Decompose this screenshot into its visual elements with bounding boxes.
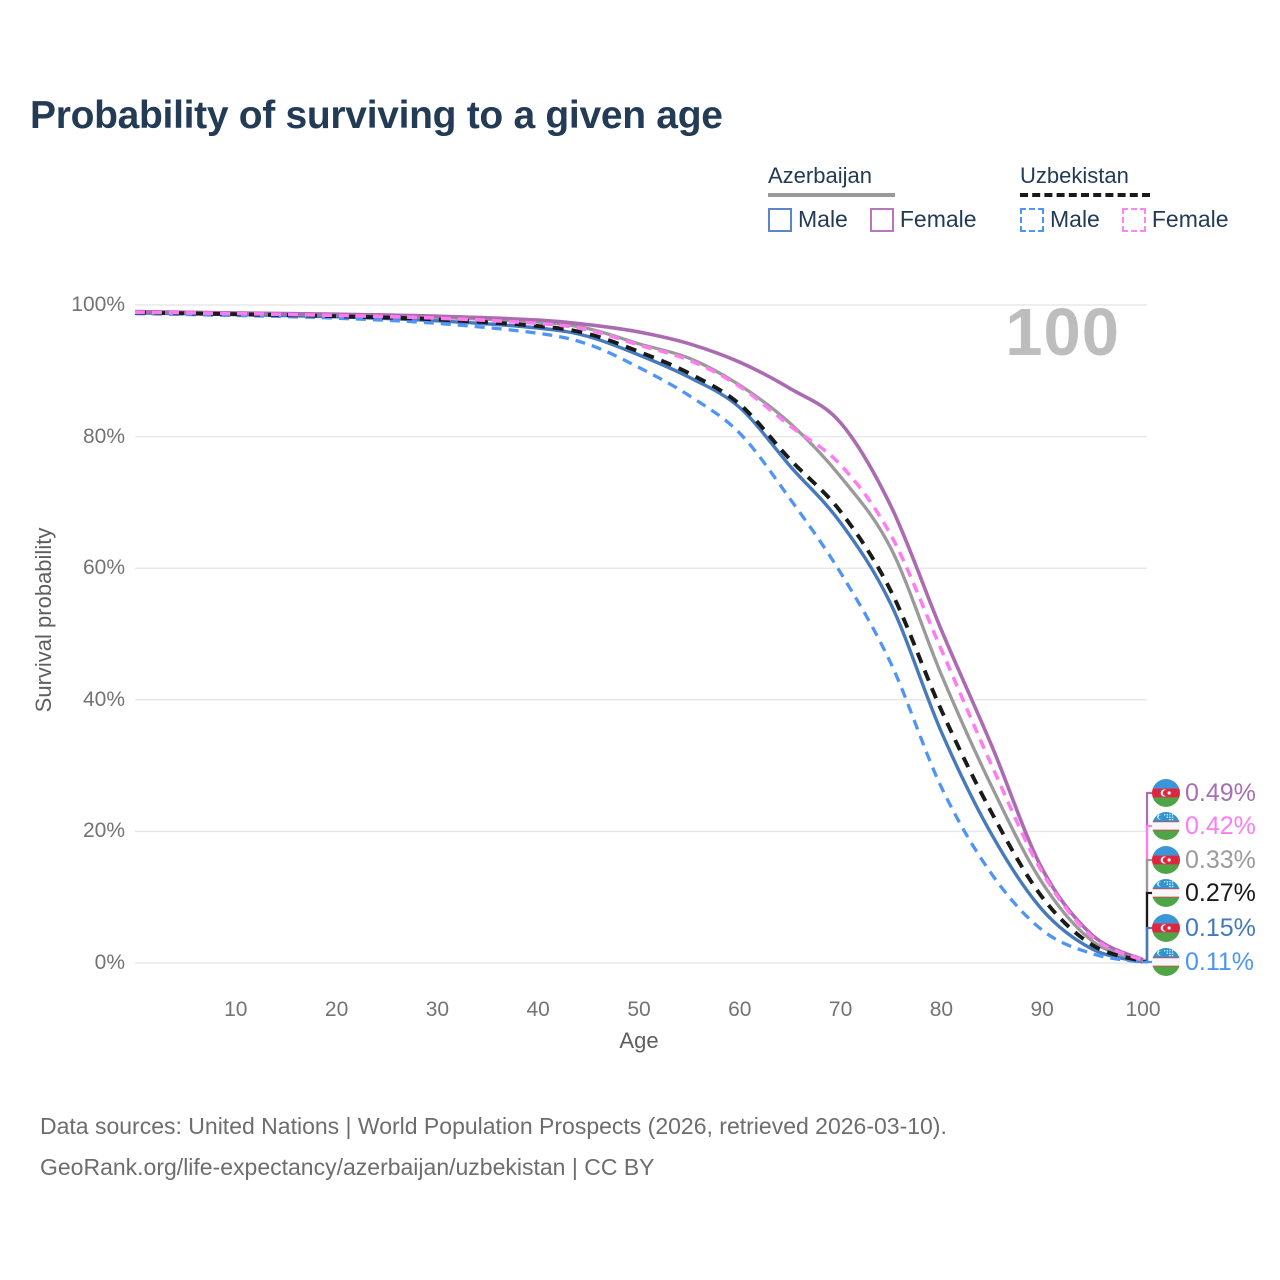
- y-axis-tick-label: 40%: [83, 688, 125, 712]
- az_female-end-label: 0.49%: [1152, 779, 1256, 807]
- x-axis-tick-label: 40: [527, 998, 550, 1022]
- uz_female-line: [135, 312, 1143, 960]
- y-axis-title: Survival probability: [31, 528, 57, 713]
- az_male-line: [135, 313, 1143, 962]
- az_all-end-label: 0.33%: [1152, 846, 1256, 874]
- az_female-line: [135, 312, 1143, 960]
- data-source-footer: Data sources: United Nations | World Pop…: [40, 1106, 947, 1188]
- uz_all-line: [135, 313, 1143, 962]
- uz_male-end-label: 0.11%: [1152, 948, 1254, 976]
- uz_all-end-label: 0.27%: [1152, 879, 1256, 907]
- x-axis-tick-label: 100: [1125, 998, 1160, 1022]
- x-axis-title: Age: [619, 1028, 658, 1054]
- x-axis-tick-label: 70: [829, 998, 852, 1022]
- chart-page: Probability of surviving to a given age …: [0, 0, 1280, 1280]
- x-axis-tick-label: 10: [224, 998, 247, 1022]
- x-axis-tick-label: 80: [930, 998, 953, 1022]
- y-axis-tick-label: 80%: [83, 425, 125, 449]
- uz_female-end-label: 0.42%: [1152, 812, 1256, 840]
- y-axis-tick-label: 0%: [95, 951, 125, 975]
- x-axis-tick-label: 60: [728, 998, 751, 1022]
- y-axis-tick-label: 100%: [71, 293, 125, 317]
- uz_male-line: [135, 314, 1143, 963]
- age-counter-watermark: 100: [1005, 294, 1120, 371]
- end-label-value: 0.11%: [1185, 948, 1254, 977]
- uzbekistan-flag-icon: [1152, 948, 1180, 976]
- end-label-value: 0.49%: [1185, 779, 1256, 808]
- azerbaijan-flag-icon: [1152, 779, 1180, 807]
- end-label-value: 0.42%: [1185, 812, 1256, 841]
- azerbaijan-flag-icon: [1152, 914, 1180, 942]
- az_male-end-label: 0.15%: [1152, 914, 1256, 942]
- y-axis-tick-label: 20%: [83, 819, 125, 843]
- uzbekistan-flag-icon: [1152, 879, 1180, 907]
- x-axis-tick-label: 30: [426, 998, 449, 1022]
- uzbekistan-flag-icon: [1152, 812, 1180, 840]
- survival-curves-plot: [0, 0, 1280, 1280]
- x-axis-tick-label: 50: [627, 998, 650, 1022]
- end-label-value: 0.15%: [1185, 914, 1256, 943]
- az_all-line: [135, 312, 1143, 961]
- x-axis-tick-label: 90: [1031, 998, 1054, 1022]
- footer-line-1: Data sources: United Nations | World Pop…: [40, 1106, 947, 1147]
- footer-line-2: GeoRank.org/life-expectancy/azerbaijan/u…: [40, 1147, 947, 1188]
- end-label-value: 0.33%: [1185, 846, 1256, 875]
- azerbaijan-flag-icon: [1152, 846, 1180, 874]
- end-label-value: 0.27%: [1185, 879, 1256, 908]
- y-axis-tick-label: 60%: [83, 556, 125, 580]
- x-axis-tick-label: 20: [325, 998, 348, 1022]
